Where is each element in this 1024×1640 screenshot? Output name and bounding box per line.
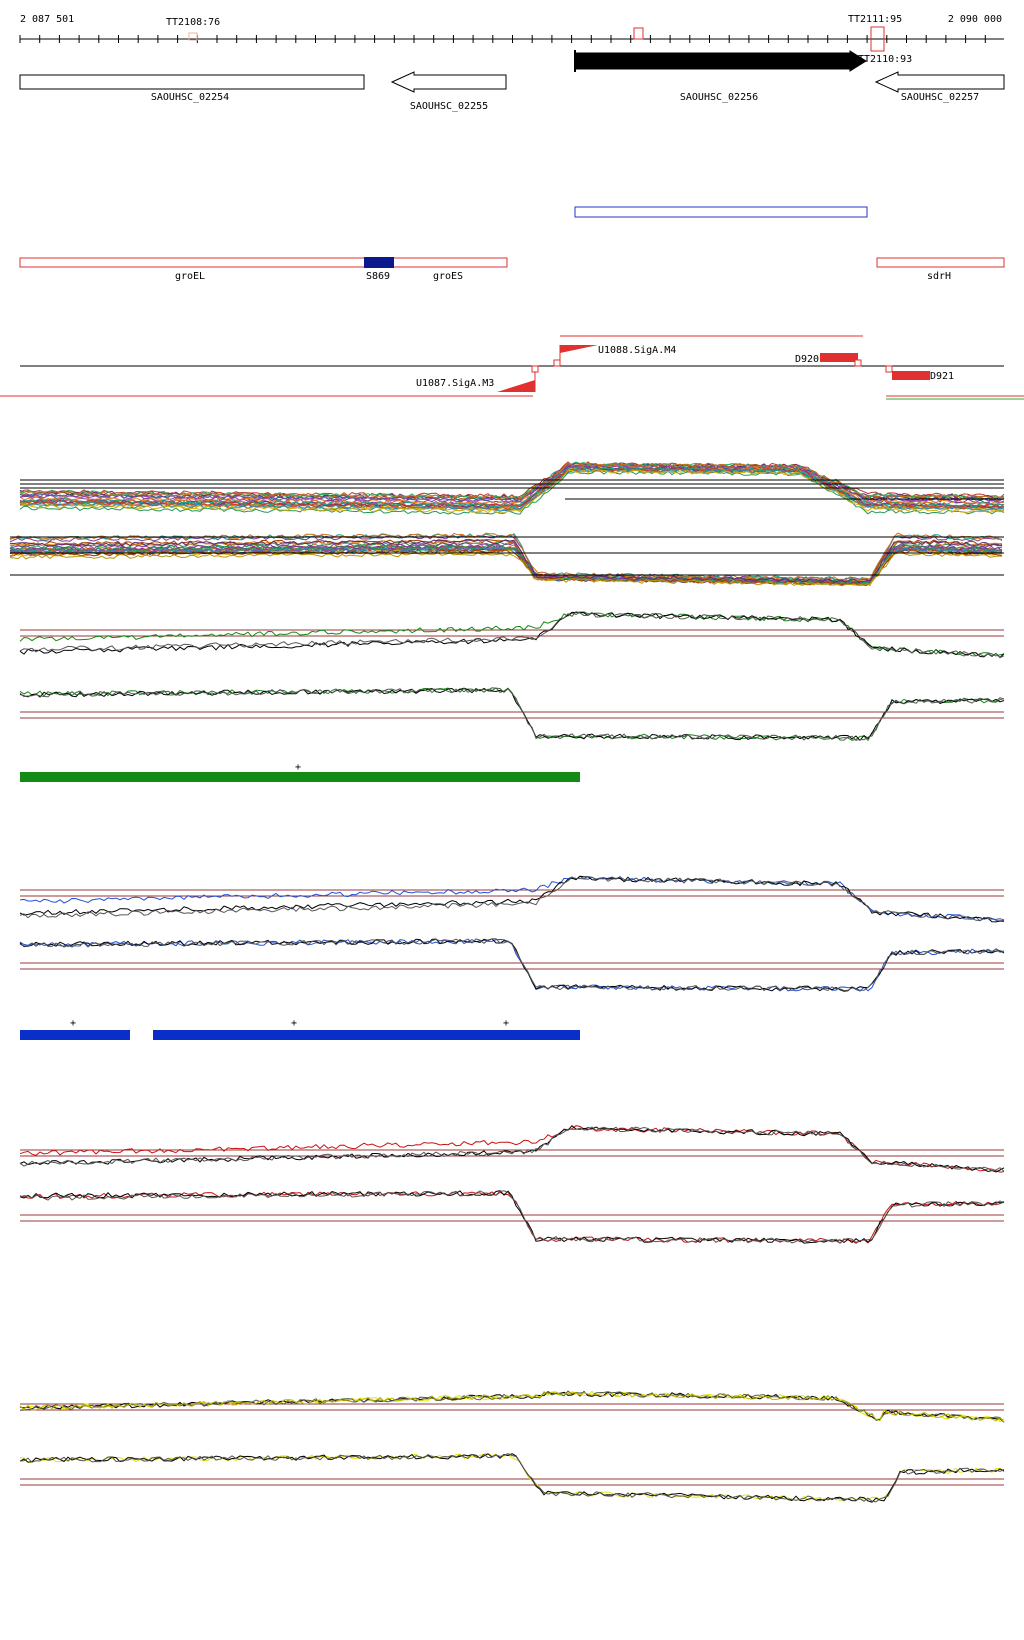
terminator-label: TT2110:93 <box>858 54 912 65</box>
segment-strand-mark: + <box>70 1018 76 1029</box>
expression-trace <box>9 539 1003 584</box>
expression-trace <box>19 1391 1005 1423</box>
expression-trace <box>19 466 1005 509</box>
segment-bar[interactable] <box>153 1030 580 1040</box>
terminator-block[interactable] <box>820 353 858 362</box>
label-backdrop <box>858 52 902 64</box>
expression-trace <box>19 1190 1005 1244</box>
gene-label: SAOUHSC_02255 <box>410 101 488 112</box>
expression-trace <box>19 1126 1005 1172</box>
gene-arrow-reverse[interactable] <box>390 71 507 93</box>
promoter-marker[interactable] <box>497 380 535 392</box>
promoter-marker[interactable] <box>560 345 598 353</box>
promoter-label: D921 <box>930 371 954 382</box>
segmentation-track-green: + <box>20 762 580 782</box>
annotation-label: S869 <box>366 271 390 282</box>
annotation-feature[interactable] <box>876 257 1005 268</box>
expression-trace <box>19 875 1005 922</box>
ruler-start-label: 2 087 501 <box>20 14 74 25</box>
expression-trace <box>19 1453 1005 1503</box>
expression-trace <box>19 468 1005 514</box>
expression-trace <box>9 551 1003 587</box>
expression-trace <box>19 470 1005 515</box>
terminator-label: TT2111:95 <box>848 14 902 25</box>
expression-trace <box>19 875 1005 922</box>
expression-trace <box>19 938 1005 992</box>
expression-trace <box>19 461 1005 500</box>
expression-trace <box>19 687 1005 742</box>
expression-trace <box>19 465 1005 505</box>
annotation-label: groES <box>433 271 463 282</box>
gene-label: SAOUHSC_02254 <box>151 92 229 103</box>
expression-trace <box>19 938 1005 992</box>
expression-trace <box>19 1190 1005 1244</box>
expression-trace <box>19 687 1005 742</box>
segment-strand-mark: + <box>295 762 301 773</box>
ruler-ticks <box>19 35 986 43</box>
terminator-marker[interactable] <box>870 26 885 52</box>
transcript-feature[interactable] <box>574 206 868 218</box>
segment-bar[interactable] <box>20 1030 130 1040</box>
expression-trace <box>19 463 1005 503</box>
promoter-track: U1088.SigA.M4 U1087.SigA.M3 D920 D921 <box>0 335 1024 400</box>
terminator-label: TT2108:76 <box>166 17 220 28</box>
expression-trace <box>19 462 1005 500</box>
expression-trace <box>9 544 1003 585</box>
expression-trace <box>19 938 1005 992</box>
gene-arrow-reverse[interactable] <box>874 71 1005 93</box>
gene-label: SAOUHSC_02256 <box>680 92 758 103</box>
promoter-label: U1087.SigA.M3 <box>416 378 494 389</box>
annotation-label: sdrH <box>927 271 951 282</box>
expression-trace <box>19 1190 1005 1244</box>
terminator-marker[interactable] <box>188 32 198 41</box>
annotation-feature[interactable] <box>19 257 508 268</box>
expression-trace <box>19 611 1005 659</box>
annotation-track: groEL S869 groES sdrH <box>19 257 1005 282</box>
gene-arrow-forward[interactable] <box>574 50 867 72</box>
expression-trace <box>9 549 1003 587</box>
expression-trace <box>19 1453 1005 1502</box>
segmentation-track-blue: + + + <box>20 1018 580 1040</box>
promoter-label: U1088.SigA.M4 <box>598 345 676 356</box>
expression-trace <box>19 466 1005 508</box>
segment-bar[interactable] <box>20 772 580 782</box>
expression-trace <box>19 1453 1005 1503</box>
expression-trace <box>19 1125 1005 1173</box>
terminator-block[interactable] <box>892 371 930 380</box>
gene-label: SAOUHSC_02257 <box>901 92 979 103</box>
segment-strand-mark: + <box>503 1018 509 1029</box>
expression-trace <box>19 611 1005 657</box>
ruler-end-label: 2 090 000 <box>948 14 1002 25</box>
annotation-feature-s869[interactable] <box>364 257 394 268</box>
gene-track: SAOUHSC_02254 SAOUHSC_02255 SAOUHSC_0225… <box>19 50 1005 112</box>
annotation-label: groEL <box>175 271 205 282</box>
coordinate-ruler: 2 087 501 2 090 000 TT2108:76 TT2111:95 … <box>19 14 1004 65</box>
segment-strand-mark: + <box>291 1018 297 1029</box>
expression-trace <box>9 539 1003 584</box>
expression-trace <box>19 1390 1005 1423</box>
promoter-label: D920 <box>795 354 819 365</box>
gene-feature[interactable] <box>19 74 365 90</box>
expression-profiles <box>9 461 1005 1503</box>
expression-trace <box>19 687 1005 741</box>
terminator-marker[interactable] <box>633 27 644 40</box>
